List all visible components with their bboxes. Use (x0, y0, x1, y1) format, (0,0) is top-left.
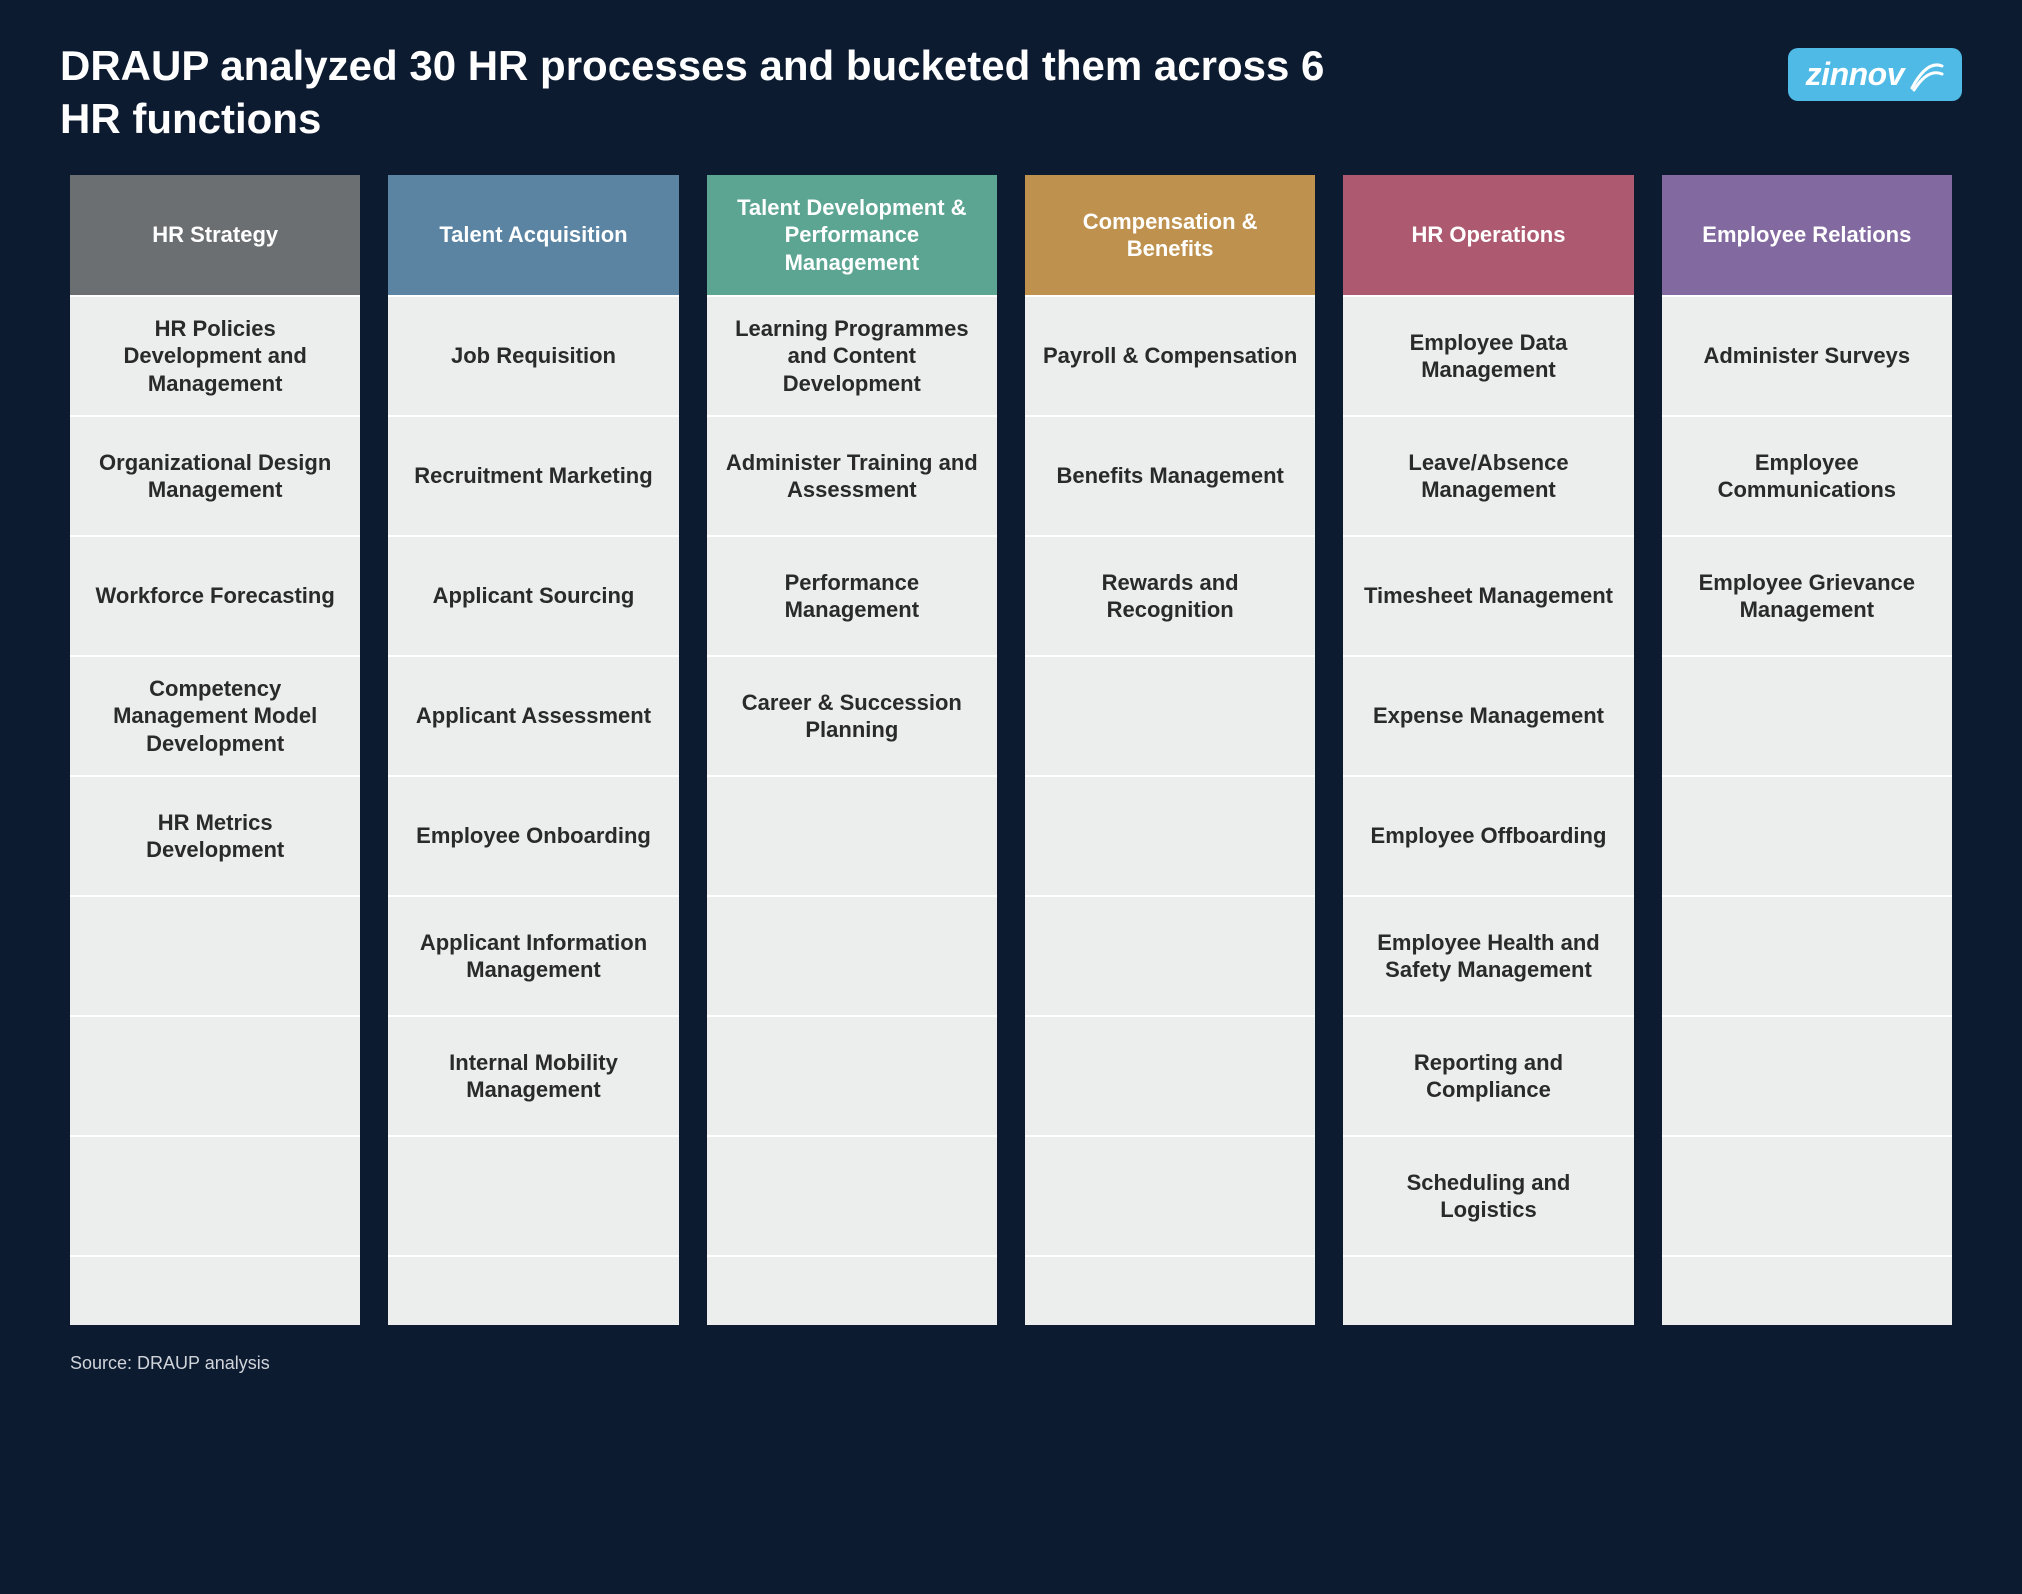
process-cell: Administer Surveys (1662, 295, 1952, 415)
logo-text: zinnov (1806, 56, 1904, 93)
empty-cell (707, 775, 997, 895)
column-header: Compensation & Benefits (1025, 175, 1315, 295)
columns-container: HR StrategyHR Policies Development and M… (60, 175, 1962, 1325)
process-cell: Performance Management (707, 535, 997, 655)
empty-cell (70, 1015, 360, 1135)
process-cell: Timesheet Management (1343, 535, 1633, 655)
process-cell: Employee Grievance Management (1662, 535, 1952, 655)
header-row: DRAUP analyzed 30 HR processes and bucke… (60, 40, 1962, 145)
process-cell: Organizational Design Management (70, 415, 360, 535)
column: Talent AcquisitionJob RequisitionRecruit… (388, 175, 678, 1325)
process-cell: HR Metrics Development (70, 775, 360, 895)
column-header: Employee Relations (1662, 175, 1952, 295)
process-cell: Internal Mobility Management (388, 1015, 678, 1135)
empty-cell (1662, 775, 1952, 895)
empty-cell (1025, 1015, 1315, 1135)
process-cell: Administer Training and Assessment (707, 415, 997, 535)
tail-cell (1343, 1255, 1633, 1325)
process-cell: Learning Programmes and Content Developm… (707, 295, 997, 415)
process-cell: Job Requisition (388, 295, 678, 415)
column: HR StrategyHR Policies Development and M… (70, 175, 360, 1325)
empty-cell (707, 895, 997, 1015)
empty-cell (707, 1135, 997, 1255)
logo-arc-icon (1910, 58, 1944, 92)
empty-cell (70, 1135, 360, 1255)
empty-cell (1025, 1135, 1315, 1255)
page-title: DRAUP analyzed 30 HR processes and bucke… (60, 40, 1360, 145)
column: Compensation & BenefitsPayroll & Compens… (1025, 175, 1315, 1325)
process-cell: Employee Onboarding (388, 775, 678, 895)
tail-cell (70, 1255, 360, 1325)
tail-cell (388, 1255, 678, 1325)
process-cell: Benefits Management (1025, 415, 1315, 535)
column: Employee RelationsAdminister SurveysEmpl… (1662, 175, 1952, 1325)
process-cell: Expense Management (1343, 655, 1633, 775)
tail-cell (1025, 1255, 1315, 1325)
column: HR OperationsEmployee Data ManagementLea… (1343, 175, 1633, 1325)
empty-cell (388, 1135, 678, 1255)
empty-cell (1662, 655, 1952, 775)
process-cell: Competency Management Model Development (70, 655, 360, 775)
empty-cell (1662, 1135, 1952, 1255)
process-cell: Leave/Absence Management (1343, 415, 1633, 535)
process-cell: Rewards and Recognition (1025, 535, 1315, 655)
process-cell: Employee Health and Safety Management (1343, 895, 1633, 1015)
zinnov-logo: zinnov (1788, 48, 1962, 101)
process-cell: Career & Succession Planning (707, 655, 997, 775)
process-cell: Workforce Forecasting (70, 535, 360, 655)
empty-cell (1662, 1015, 1952, 1135)
column: Talent Development & Performance Managem… (707, 175, 997, 1325)
process-cell: Scheduling and Logistics (1343, 1135, 1633, 1255)
process-cell: Applicant Assessment (388, 655, 678, 775)
empty-cell (70, 895, 360, 1015)
process-cell: Employee Data Management (1343, 295, 1633, 415)
empty-cell (1662, 895, 1952, 1015)
process-cell: Payroll & Compensation (1025, 295, 1315, 415)
empty-cell (1025, 655, 1315, 775)
tail-cell (1662, 1255, 1952, 1325)
process-cell: Recruitment Marketing (388, 415, 678, 535)
tail-cell (707, 1255, 997, 1325)
empty-cell (707, 1015, 997, 1135)
empty-cell (1025, 775, 1315, 895)
empty-cell (1025, 895, 1315, 1015)
process-cell: Employee Offboarding (1343, 775, 1633, 895)
process-cell: HR Policies Development and Management (70, 295, 360, 415)
process-cell: Reporting and Compliance (1343, 1015, 1633, 1135)
process-cell: Applicant Sourcing (388, 535, 678, 655)
column-header: Talent Development & Performance Managem… (707, 175, 997, 295)
process-cell: Employee Communications (1662, 415, 1952, 535)
column-header: HR Strategy (70, 175, 360, 295)
process-cell: Applicant Information Management (388, 895, 678, 1015)
source-text: Source: DRAUP analysis (60, 1353, 1962, 1374)
column-header: Talent Acquisition (388, 175, 678, 295)
column-header: HR Operations (1343, 175, 1633, 295)
